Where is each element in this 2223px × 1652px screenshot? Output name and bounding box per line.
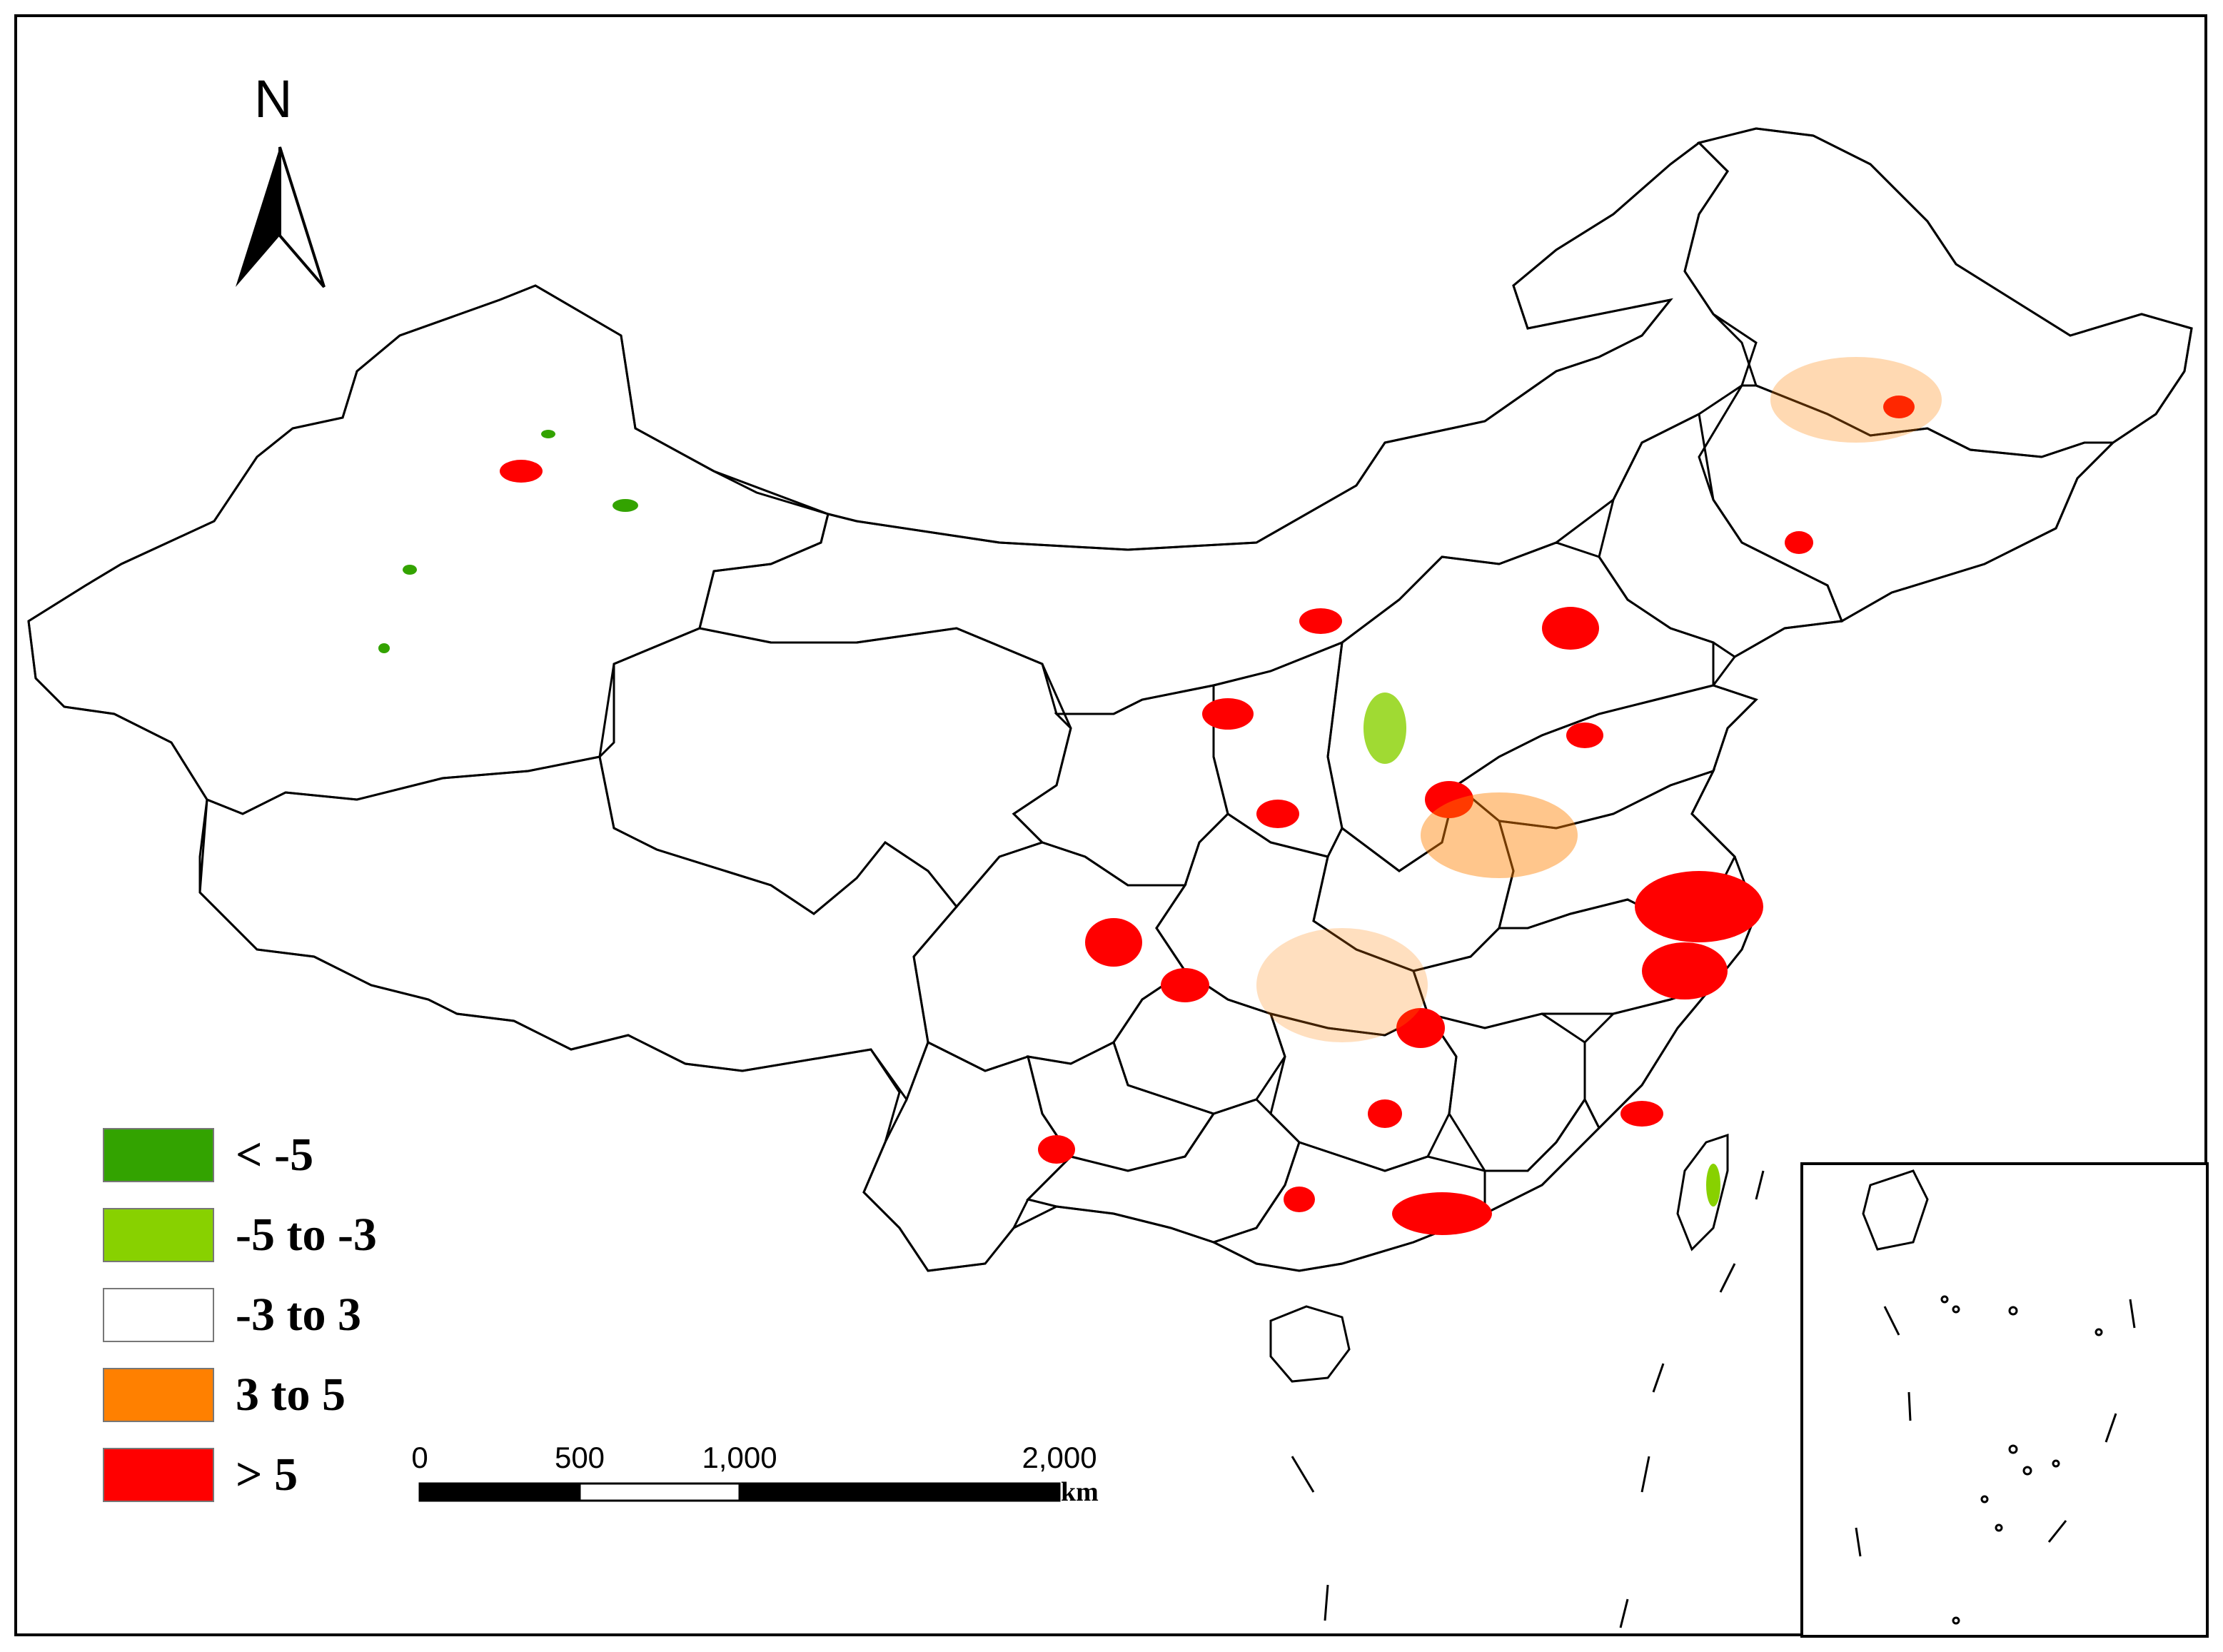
inset-island <box>2008 1306 2018 1316</box>
hotspot-pearl-delta <box>1392 1192 1492 1235</box>
scale-unit-label: km <box>1061 1477 1099 1507</box>
scale-tick-label: 1,000 <box>702 1441 777 1474</box>
inset-island <box>1980 1495 1989 1504</box>
dashed-boundary-line <box>1652 1363 1665 1393</box>
dashed-boundary-line <box>1855 1527 1862 1557</box>
inset-island <box>1940 1295 1949 1304</box>
inset-island <box>2008 1444 2018 1454</box>
scale-tick-label: 2,000 <box>1022 1441 1097 1474</box>
dashed-boundary-line <box>1291 1456 1315 1493</box>
north-arrow <box>236 146 326 288</box>
hotspot-zhengzhou <box>1425 781 1473 818</box>
legend-label: -3 to 3 <box>236 1289 361 1341</box>
dashed-boundary-line <box>1907 1391 1912 1421</box>
inset-frame <box>1800 1162 2209 1638</box>
hotspot-hohhot <box>1299 608 1342 634</box>
legend-label: < -5 <box>236 1129 314 1181</box>
legend-item: 3 to 5 <box>103 1368 531 1425</box>
hotspot-xian <box>1256 800 1299 828</box>
increase-hotspots <box>500 357 1942 1235</box>
legend-item: > 5 <box>103 1448 531 1505</box>
hotspot-nanning <box>1284 1187 1315 1212</box>
decrease-area <box>403 565 417 575</box>
legend-item: -3 to 3 <box>103 1288 531 1345</box>
dashed-boundary-line <box>1719 1263 1736 1293</box>
hotspot-changsha <box>1368 1099 1402 1128</box>
hotspot-chongqing <box>1161 968 1209 1002</box>
dashed-boundary-line <box>1324 1584 1329 1621</box>
inset-islands <box>1855 1295 2136 1625</box>
scale-bar <box>418 1482 1061 1502</box>
inset-island <box>2095 1328 2103 1336</box>
north-arrow-right-half <box>278 146 326 288</box>
legend-swatch <box>103 1128 214 1182</box>
hotspot-wuhan <box>1396 1008 1445 1048</box>
moderate-increase-area <box>1421 792 1578 878</box>
decrease-area <box>541 430 555 438</box>
hotspot-beijing <box>1542 607 1599 650</box>
hotspot-jinan <box>1566 722 1603 748</box>
decrease-area <box>613 499 638 512</box>
inset-hainan <box>1862 1169 1929 1251</box>
inset-island <box>1952 1305 1960 1314</box>
legend-swatch <box>103 1448 214 1502</box>
legend-swatch <box>103 1368 214 1422</box>
hotspot-urumqi <box>500 460 543 483</box>
country-outline <box>27 127 2193 1272</box>
inset-island <box>2022 1466 2032 1476</box>
dashed-boundary-line <box>2047 1520 2067 1543</box>
dashed-boundary-line <box>1619 1598 1629 1628</box>
hotspot-shenyang <box>1785 531 1813 554</box>
dashed-boundary-line <box>1883 1306 1900 1336</box>
island-hainan <box>1269 1305 1351 1383</box>
scale-tick-label: 500 <box>554 1441 605 1474</box>
island-taiwan <box>1676 1133 1729 1251</box>
hotspot-fuzhou <box>1620 1101 1663 1127</box>
legend-item: < -5 <box>103 1128 531 1185</box>
province-boundary <box>862 1040 1072 1272</box>
decrease-area <box>378 643 390 653</box>
hotspot-kunming <box>1038 1135 1075 1164</box>
moderate-increase-area <box>1770 357 1942 443</box>
dashed-boundary-line <box>1640 1456 1650 1493</box>
inset-island <box>1952 1616 1960 1625</box>
inset-island <box>1995 1523 2003 1532</box>
hotspot-lanzhou <box>1202 698 1254 730</box>
legend-label: 3 to 5 <box>236 1369 346 1421</box>
moderate-increase-area <box>1256 928 1428 1042</box>
legend-label: -5 to -3 <box>236 1209 377 1261</box>
north-arrow-left-half <box>236 147 280 287</box>
legend-item: -5 to -3 <box>103 1208 531 1265</box>
province-boundary <box>1211 1141 1486 1272</box>
north-label: N <box>254 69 293 129</box>
hotspot-hangzhou <box>1642 942 1728 999</box>
scale-segment <box>578 1482 741 1502</box>
dashed-boundary-line <box>2129 1299 2136 1329</box>
decrease-area <box>1706 1164 1720 1207</box>
decrease-area <box>1363 692 1406 764</box>
scale-segment <box>738 1482 1061 1502</box>
legend-label: > 5 <box>236 1449 298 1501</box>
dashed-boundary-line <box>1755 1170 1765 1200</box>
hotspot-chengdu <box>1085 918 1142 967</box>
legend-swatch <box>103 1288 214 1342</box>
hotspot-yangtze-delta <box>1635 871 1763 942</box>
sea-boundary-lines <box>1291 1170 1765 1628</box>
scale-tick-label: 0 <box>411 1441 428 1474</box>
hotspot-harbin <box>1883 396 1915 418</box>
inset-island <box>2052 1459 2060 1468</box>
legend-swatch <box>103 1208 214 1262</box>
decrease-areas <box>378 430 1720 1207</box>
dashed-boundary-line <box>2104 1413 2117 1443</box>
